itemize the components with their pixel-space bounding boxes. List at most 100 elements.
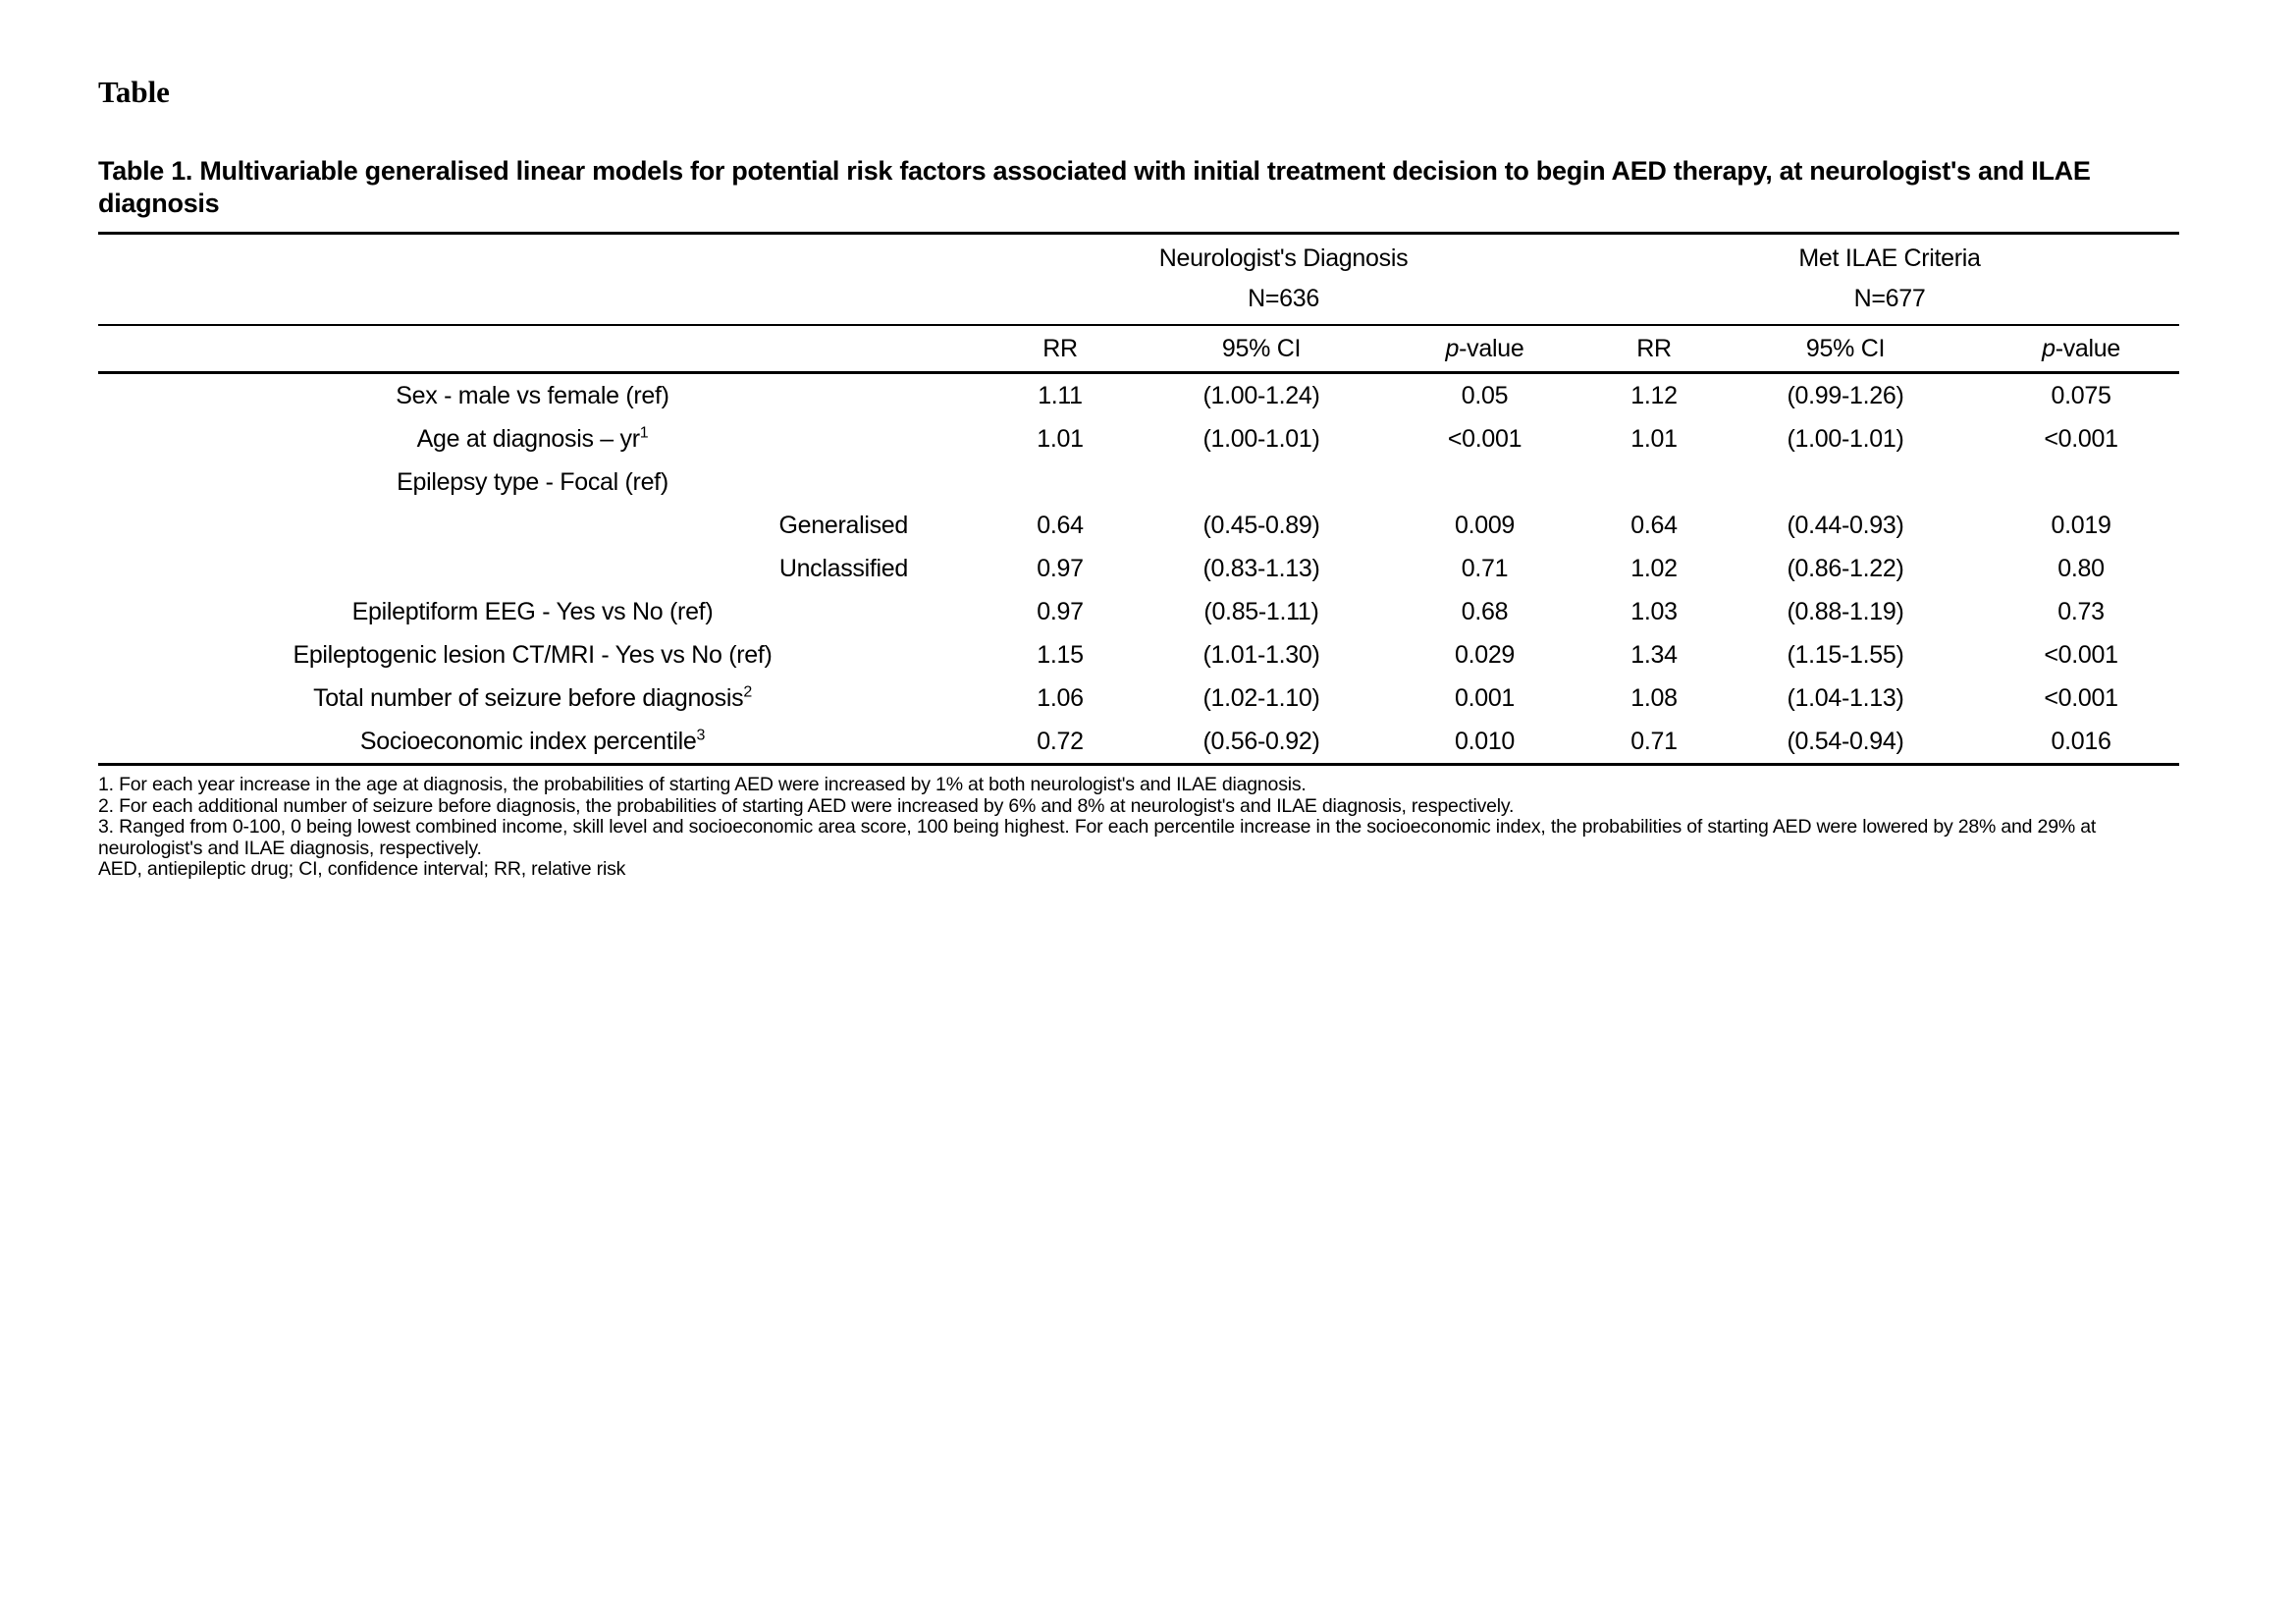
value-cell: (0.83-1.13) (1202, 554, 1320, 582)
row-label: Epilepsy type - Focal (ref) (397, 467, 668, 496)
value-cell: (1.04-1.13) (1787, 683, 1904, 712)
value-cell: (0.45-0.89) (1202, 511, 1320, 539)
value-cell: 1.08 (1630, 683, 1678, 712)
value-cell: 0.64 (1037, 511, 1084, 539)
value-cell: 0.73 (2057, 597, 2105, 625)
group-label: Neurologist's Diagnosis (1158, 244, 1409, 272)
table-row: Age at diagnosis – yr1 1.01 (1.00-1.01) <0.… (98, 417, 2179, 460)
value-cell: 0.72 (1037, 727, 1084, 755)
group-header-2: Met ILAE Criteria N=677 (1600, 233, 2180, 326)
data-table: Neurologist's Diagnosis N=636 Met ILAE Cri… (98, 232, 2180, 766)
table-head: Neurologist's Diagnosis N=636 Met ILAE Cri… (98, 233, 2180, 374)
column-header: p-value (1369, 325, 1601, 374)
subheader-empty (98, 325, 967, 374)
value-cell: 0.71 (1630, 727, 1678, 755)
value-cell (967, 460, 1153, 504)
value-cell: (1.02-1.10) (1202, 683, 1320, 712)
footnote-lines: 1. For each year increase in the age at … (98, 774, 2179, 859)
table-row: Epileptogenic lesion CT/MRI - Yes vs No … (98, 633, 2179, 677)
row-label: Unclassified (778, 554, 908, 582)
value-cell: <0.001 (2044, 424, 2118, 453)
value-cell: (0.56-0.92) (1202, 727, 1320, 755)
value-cell (1369, 460, 1600, 504)
document-page: Table Table 1. Multivariable generalised… (98, 75, 2180, 881)
table-row: Epileptiform EEG - Yes vs No (ref) 0.97 (0… (98, 590, 2179, 633)
value-cell: <0.001 (1447, 424, 1522, 453)
group-header-row: Neurologist's Diagnosis N=636 Met ILAE Cri… (98, 233, 2180, 326)
value-cell: (1.00-1.01) (1787, 424, 1904, 453)
group-label: Met ILAE Criteria (1798, 244, 1981, 272)
value-cell: 1.01 (1630, 424, 1678, 453)
table-row: Socioeconomic index percentile3 0.72 (0.56… (98, 720, 2179, 765)
value-cell: 1.34 (1630, 640, 1678, 669)
table-title: Table 1. Multivariable generalised linea… (98, 156, 2091, 218)
table-row: Generalised 0.64 (0.45-0.89) 0.009 0.64 (0.44… (98, 504, 2179, 547)
column-header: RR (1600, 325, 1709, 374)
value-cell: 0.029 (1454, 640, 1516, 669)
value-cell: 1.11 (1038, 381, 1083, 409)
value-cell: (1.01-1.30) (1202, 640, 1320, 669)
value-cell: 1.15 (1037, 640, 1084, 669)
value-cell: 1.03 (1630, 597, 1678, 625)
footnote-2: 2. For each additional number of seizure… (98, 794, 1515, 817)
table-body: Sex - male vs female (ref) 1.11 (1.00-1.24… (98, 373, 2179, 765)
value-cell: 0.009 (1454, 511, 1516, 539)
value-cell: (1.00-1.24) (1202, 381, 1320, 409)
footnotes: 1. For each year increase in the age at … (98, 774, 2179, 881)
row-label: Epileptiform EEG - Yes vs No (ref) (351, 597, 714, 625)
value-cell: 0.05 (1461, 381, 1509, 409)
row-label: Age at diagnosis – yr1 (416, 424, 649, 453)
group-n: N=636 (1248, 285, 1319, 312)
document-heading: Table (98, 75, 170, 109)
table-row: Sex - male vs female (ref) 1.11 (1.00-1.24… (98, 373, 2179, 418)
value-cell: 0.019 (2051, 511, 2111, 539)
value-cell (1983, 460, 2179, 504)
row-label: Socioeconomic index percentile3 (359, 727, 706, 755)
abbreviations-note: AED, antiepileptic drug; CI, confidence … (98, 858, 626, 880)
table-row: Epilepsy type - Focal (ref) (98, 460, 2179, 504)
row-label: Sex - male vs female (ref) (396, 381, 669, 409)
value-cell: <0.001 (2044, 683, 2118, 712)
footnote-3: 3. Ranged from 0-100, 0 being lowest com… (98, 816, 2097, 859)
value-cell: 0.64 (1630, 511, 1678, 539)
value-cell: (1.00-1.01) (1202, 424, 1320, 453)
value-cell: (0.86-1.22) (1787, 554, 1904, 582)
value-cell: (0.44-0.93) (1787, 511, 1904, 539)
group-header-1: Neurologist's Diagnosis N=636 (967, 233, 1601, 326)
value-cell: (1.15-1.55) (1787, 640, 1904, 669)
value-cell: 1.02 (1630, 554, 1678, 582)
value-cell: 0.016 (2051, 727, 2111, 755)
value-cell: 1.01 (1037, 424, 1084, 453)
value-cell: 1.06 (1037, 683, 1084, 712)
group-n: N=677 (1853, 285, 1926, 312)
column-header: p-value (1983, 325, 2180, 374)
value-cell: (0.88-1.19) (1787, 597, 1904, 625)
value-cell: 0.71 (1461, 554, 1509, 582)
row-label: Generalised (778, 511, 908, 539)
table-row: Total number of seizure before diagnosis… (98, 677, 2179, 720)
value-cell: 0.075 (2051, 381, 2111, 409)
value-cell: 0.97 (1037, 597, 1084, 625)
table-row: Unclassified 0.97 (0.83-1.13) 0.71 1.02 (0.86… (98, 547, 2179, 590)
value-cell: 0.010 (1454, 727, 1516, 755)
value-cell: (0.54-0.94) (1787, 727, 1904, 755)
value-cell: 1.12 (1630, 381, 1678, 409)
value-cell (1153, 460, 1369, 504)
subheader-row: RR 95% CI p-value RR 95% CI p-value (98, 325, 2180, 374)
column-header: 95% CI (1708, 325, 1984, 374)
value-cell: (0.85-1.11) (1203, 597, 1319, 625)
footnote-1: 1. For each year increase in the age at … (98, 774, 1307, 795)
value-cell (1600, 460, 1708, 504)
corner-cell (98, 233, 967, 326)
value-cell (1708, 460, 1983, 504)
value-cell: 0.68 (1461, 597, 1509, 625)
value-cell: (0.99-1.26) (1787, 381, 1904, 409)
column-header: RR (967, 325, 1153, 374)
value-cell: 0.001 (1454, 683, 1516, 712)
column-header: 95% CI (1153, 325, 1369, 374)
row-label: Epileptogenic lesion CT/MRI - Yes vs No … (293, 640, 773, 669)
value-cell: 0.80 (2057, 554, 2105, 582)
row-label: Total number of seizure before diagnosis… (313, 683, 752, 712)
value-cell: <0.001 (2044, 640, 2118, 669)
value-cell: 0.97 (1037, 554, 1084, 582)
